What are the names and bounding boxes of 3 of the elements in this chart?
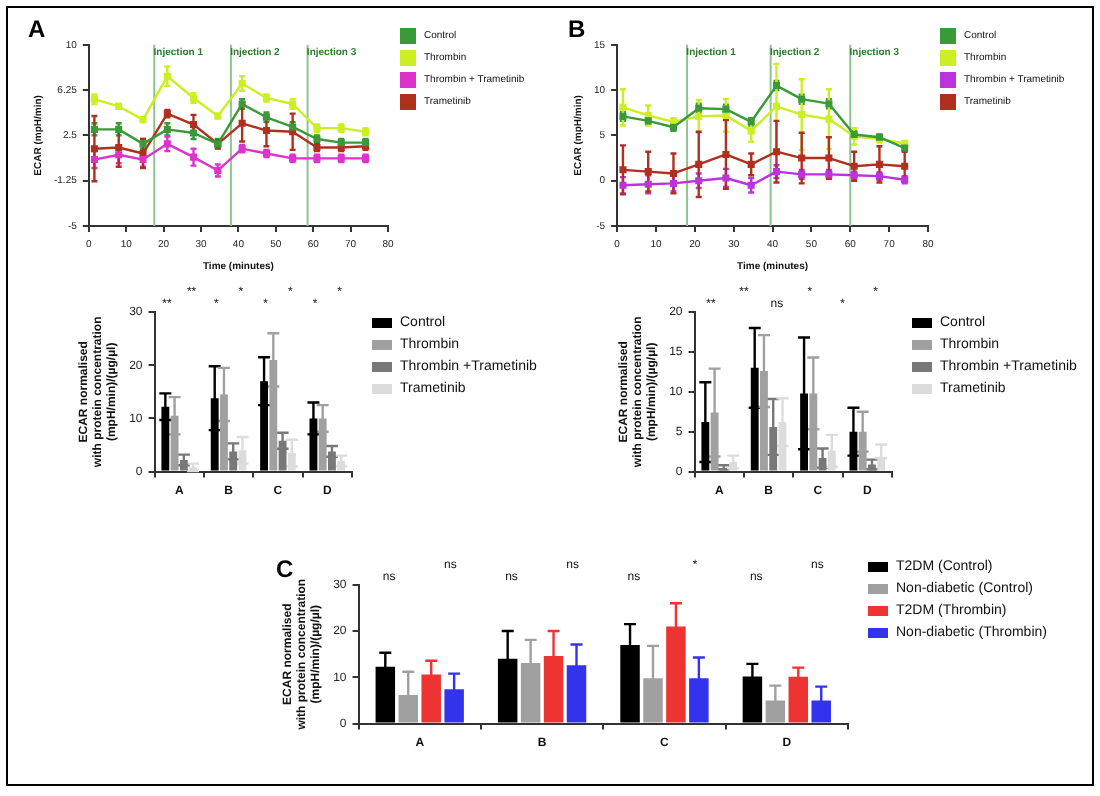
chart-title: C [276, 555, 294, 584]
chart-title: A [28, 15, 46, 44]
chart-title: B [568, 15, 586, 44]
